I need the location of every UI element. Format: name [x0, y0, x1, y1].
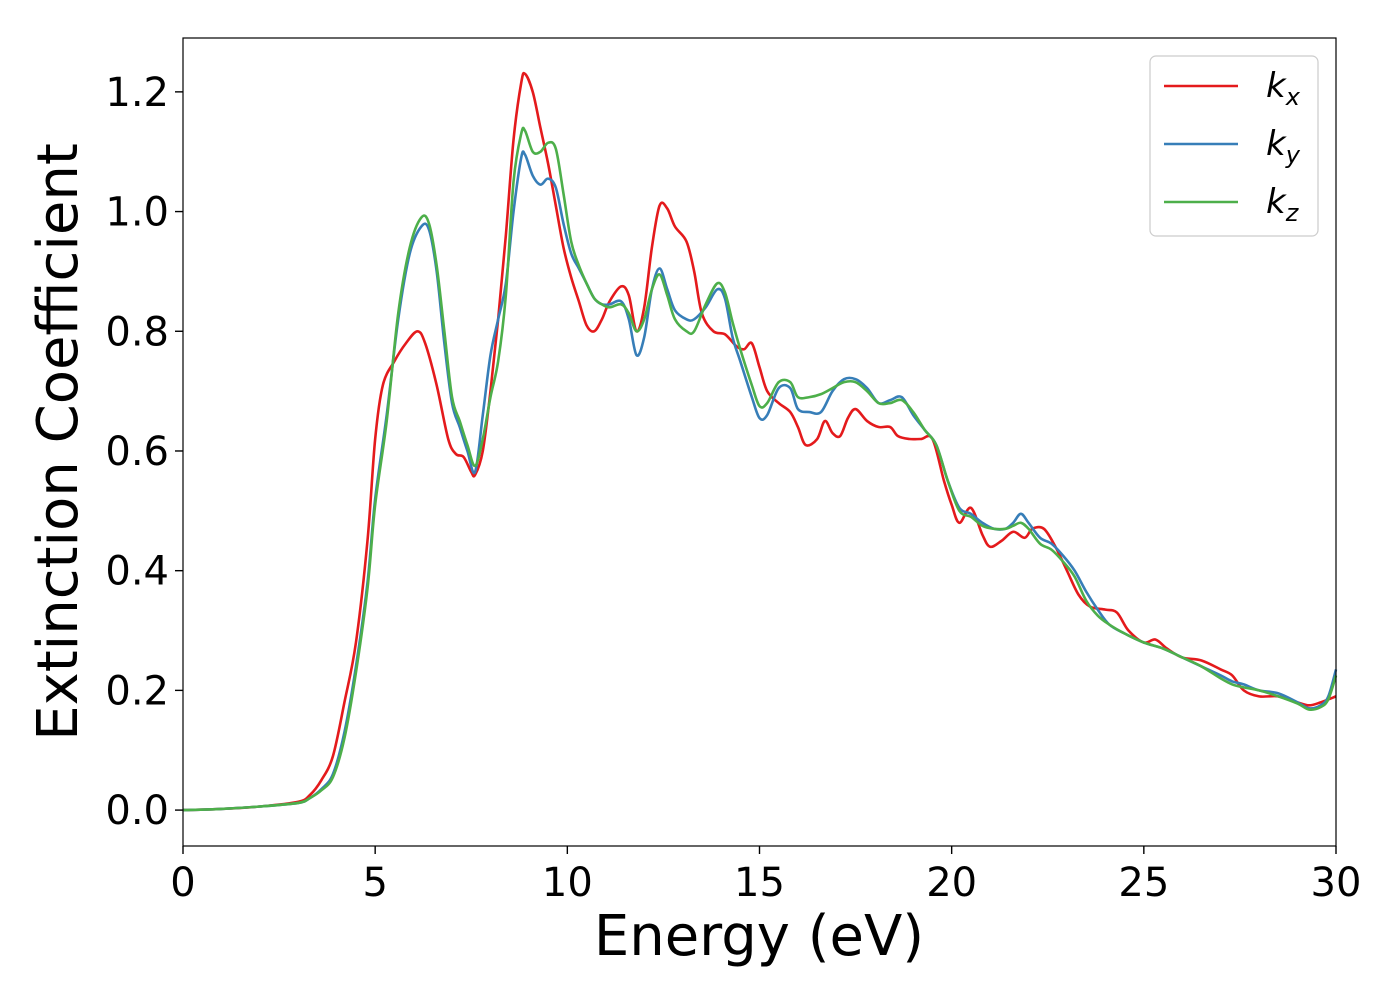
x-axis-label: Energy (eV): [594, 904, 924, 969]
series-line-z: [182, 126, 1338, 812]
legend-label-x: kx: [1266, 66, 1301, 111]
y-tick-label: 1.0: [105, 190, 169, 236]
x-tick-label: 25: [1118, 860, 1169, 906]
y-tick-label: 0.8: [105, 309, 169, 355]
x-tick-label: 15: [734, 860, 785, 906]
legend-label-y: ky: [1266, 124, 1301, 169]
legend: kx ky kz: [1149, 55, 1319, 237]
x-tick-label: 30: [1311, 860, 1362, 906]
x-axis: 0 5 10 15 20 25 30: [170, 846, 1361, 906]
series-lines: [182, 71, 1338, 812]
x-tick-label: 20: [926, 860, 977, 906]
x-tick-label: 0: [170, 860, 195, 906]
y-tick-label: 0.6: [105, 429, 169, 475]
x-tick-label: 5: [362, 860, 387, 906]
x-tick-label: 10: [542, 860, 593, 906]
legend-label-z: kz: [1266, 182, 1300, 227]
y-tick-label: 0.4: [105, 549, 169, 595]
series-line-x: [182, 71, 1337, 812]
y-tick-label: 1.2: [105, 70, 169, 116]
y-tick-label: 0.0: [105, 788, 169, 834]
y-axis: 0.0 0.2 0.4 0.6 0.8 1.0 1.2: [105, 70, 183, 834]
y-tick-label: 0.2: [105, 668, 169, 714]
legend-box: [1149, 55, 1319, 237]
y-axis-label: Extinction Coefficient: [26, 143, 91, 741]
